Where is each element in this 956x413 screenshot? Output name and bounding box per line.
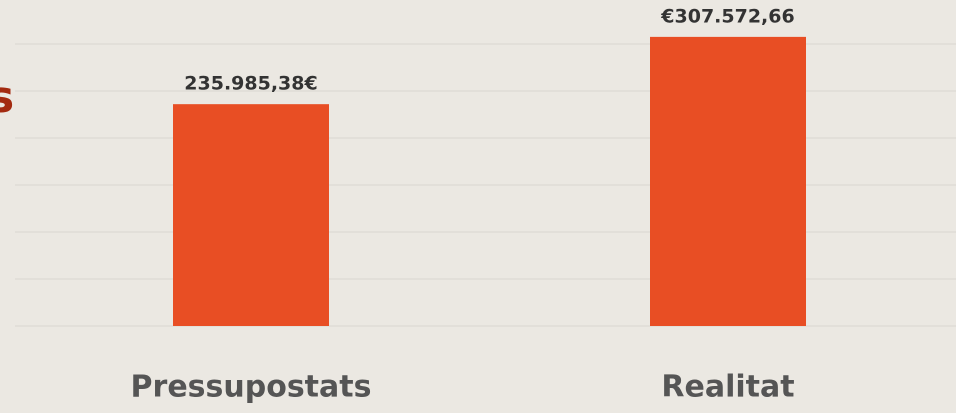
value-label: €307.572,66 <box>660 5 794 27</box>
x-tick-label: Pressupostats <box>131 370 372 405</box>
chart-title: s <box>0 72 14 123</box>
bar <box>173 104 329 327</box>
bar <box>650 36 806 326</box>
value-label: 235.985,38€ <box>184 73 317 95</box>
x-tick-label: Realitat <box>661 370 794 405</box>
